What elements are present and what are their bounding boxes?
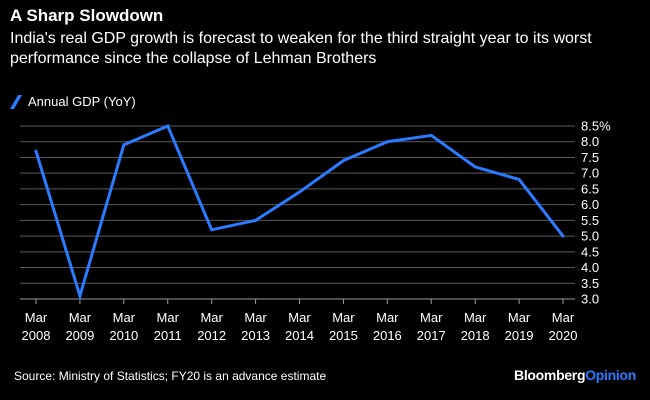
data-point — [341, 159, 345, 163]
x-tick-label-year: 2020 — [549, 328, 578, 343]
x-tick-label-year: 2017 — [417, 328, 446, 343]
x-tick-label-year: 2010 — [109, 328, 138, 343]
x-tick-label-year: 2019 — [505, 328, 534, 343]
data-point — [78, 294, 82, 298]
y-tick-label: 4.0 — [581, 260, 599, 275]
y-tick-label: 7.5 — [581, 150, 599, 165]
source-note: Source: Ministry of Statistics; FY20 is … — [14, 369, 327, 383]
data-point — [517, 177, 521, 181]
y-tick-label: 3.0 — [581, 292, 599, 307]
brand-suffix: Opinion — [585, 367, 636, 383]
y-tick-label: 7.0 — [581, 166, 599, 181]
data-point — [210, 228, 214, 232]
y-tick-label: 6.0 — [581, 197, 599, 212]
data-point — [429, 133, 433, 137]
legend-label: Annual GDP (YoY) — [28, 94, 136, 109]
x-tick-label-year: 2016 — [373, 328, 402, 343]
data-point — [166, 124, 170, 128]
chart-title: A Sharp Slowdown — [10, 6, 164, 25]
x-tick-label-year: 2008 — [22, 328, 51, 343]
x-tick-label-year: 2009 — [65, 328, 94, 343]
y-tick-label: 6.5 — [581, 181, 599, 196]
data-point — [385, 140, 389, 144]
data-point — [473, 165, 477, 169]
x-tick-label-month: Mar — [420, 310, 443, 325]
data-point — [122, 143, 126, 147]
x-tick-label-year: 2012 — [197, 328, 226, 343]
brand-name: Bloomberg — [514, 367, 586, 383]
y-tick-label: 5.5 — [581, 213, 599, 228]
x-tick-label-month: Mar — [200, 310, 223, 325]
y-tick-label: 3.5 — [581, 276, 599, 291]
x-tick-label-year: 2014 — [285, 328, 314, 343]
y-tick-label: 8.0 — [581, 134, 599, 149]
chart-subtitle: India's real GDP growth is forecast to w… — [10, 30, 592, 67]
y-tick-label: 8.5% — [581, 119, 611, 134]
x-tick-label-month: Mar — [332, 310, 355, 325]
data-point — [254, 218, 258, 222]
x-tick-label-year: 2018 — [461, 328, 490, 343]
x-tick-label-year: 2011 — [154, 328, 182, 343]
x-tick-label-month: Mar — [288, 310, 311, 325]
x-tick-label-month: Mar — [25, 310, 48, 325]
data-point — [561, 234, 565, 238]
brand-logo: BloombergOpinion — [514, 367, 636, 383]
x-tick-label-month: Mar — [244, 310, 267, 325]
x-tick-label-month: Mar — [157, 310, 180, 325]
x-tick-label-month: Mar — [113, 310, 136, 325]
x-tick-label-year: 2013 — [241, 328, 270, 343]
x-tick-label-month: Mar — [508, 310, 531, 325]
x-tick-label-year: 2015 — [329, 328, 358, 343]
x-tick-label-month: Mar — [376, 310, 399, 325]
legend: Annual GDP (YoY) — [9, 94, 136, 109]
x-tick-label-month: Mar — [552, 310, 575, 325]
x-tick-label-month: Mar — [69, 310, 92, 325]
y-tick-label: 5.0 — [581, 229, 599, 244]
data-point — [298, 190, 301, 194]
x-tick-label-month: Mar — [464, 310, 487, 325]
series-line-0 — [34, 124, 565, 302]
y-tick-label: 4.5 — [581, 244, 599, 259]
data-point — [34, 149, 38, 153]
